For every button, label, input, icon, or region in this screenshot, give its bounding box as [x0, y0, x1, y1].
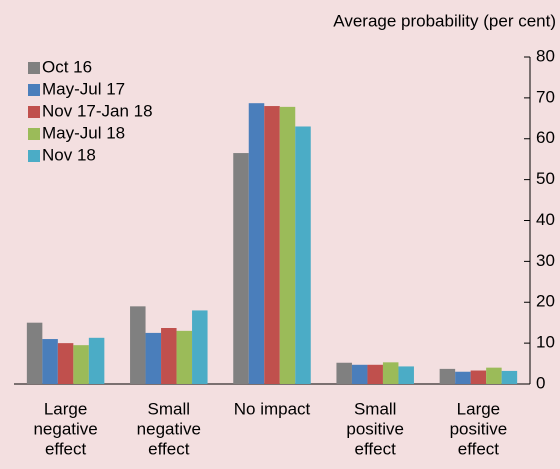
x-tick-label: Large	[44, 399, 87, 418]
axis-label: Average probability (per cent)	[333, 11, 556, 30]
bar	[145, 332, 162, 384]
bar	[248, 103, 265, 384]
y-tick-label: 50	[536, 169, 555, 188]
x-tick-label: Small	[354, 399, 397, 418]
bar	[88, 337, 105, 384]
x-tick-label: positive	[450, 419, 508, 438]
y-tick-label: 30	[536, 251, 555, 270]
bar	[439, 368, 456, 384]
bar	[130, 306, 146, 384]
bar	[176, 330, 193, 384]
bar	[486, 367, 502, 384]
y-tick-label: 80	[536, 46, 555, 65]
bar	[57, 343, 74, 384]
legend-swatch	[28, 128, 40, 140]
x-tick-label: effect	[355, 439, 397, 458]
bar	[192, 310, 208, 384]
bar	[233, 153, 249, 384]
y-tick-label: 60	[536, 128, 555, 147]
x-tick-label: Large	[457, 399, 500, 418]
bar	[398, 366, 414, 384]
x-tick-label: Small	[148, 399, 191, 418]
y-tick-label: 70	[536, 87, 555, 106]
x-tick-label: effect	[45, 439, 87, 458]
bar	[295, 126, 311, 385]
bar	[501, 370, 518, 384]
x-tick-label: positive	[346, 419, 404, 438]
legend-label: May-Jul 17	[42, 79, 125, 98]
x-tick-label: negative	[137, 419, 201, 438]
legend-swatch	[28, 106, 40, 118]
legend-swatch	[28, 150, 40, 162]
legend-swatch	[28, 62, 40, 74]
y-tick-label: 0	[536, 373, 545, 392]
bar	[470, 370, 487, 384]
y-tick-label: 20	[536, 292, 555, 311]
bar	[264, 106, 280, 385]
x-tick-label: effect	[148, 439, 190, 458]
legend-label: Nov 17-Jan 18	[42, 101, 153, 120]
bar	[26, 322, 43, 384]
bar	[73, 345, 89, 384]
legend-label: Nov 18	[42, 145, 96, 164]
y-tick-label: 10	[536, 333, 555, 352]
legend-label: Oct 16	[42, 57, 92, 76]
legend-swatch	[28, 84, 40, 96]
x-tick-label: No impact	[234, 399, 311, 418]
legend-label: May-Jul 18	[42, 123, 125, 142]
bar	[351, 364, 368, 384]
bar	[161, 328, 177, 384]
bar	[279, 106, 296, 385]
bar	[336, 362, 352, 384]
x-tick-label: negative	[33, 419, 97, 438]
bar	[367, 364, 383, 384]
bar	[455, 371, 471, 384]
x-tick-label: effect	[458, 439, 500, 458]
bar	[42, 339, 58, 384]
bar	[382, 362, 399, 384]
y-tick-label: 40	[536, 210, 555, 229]
